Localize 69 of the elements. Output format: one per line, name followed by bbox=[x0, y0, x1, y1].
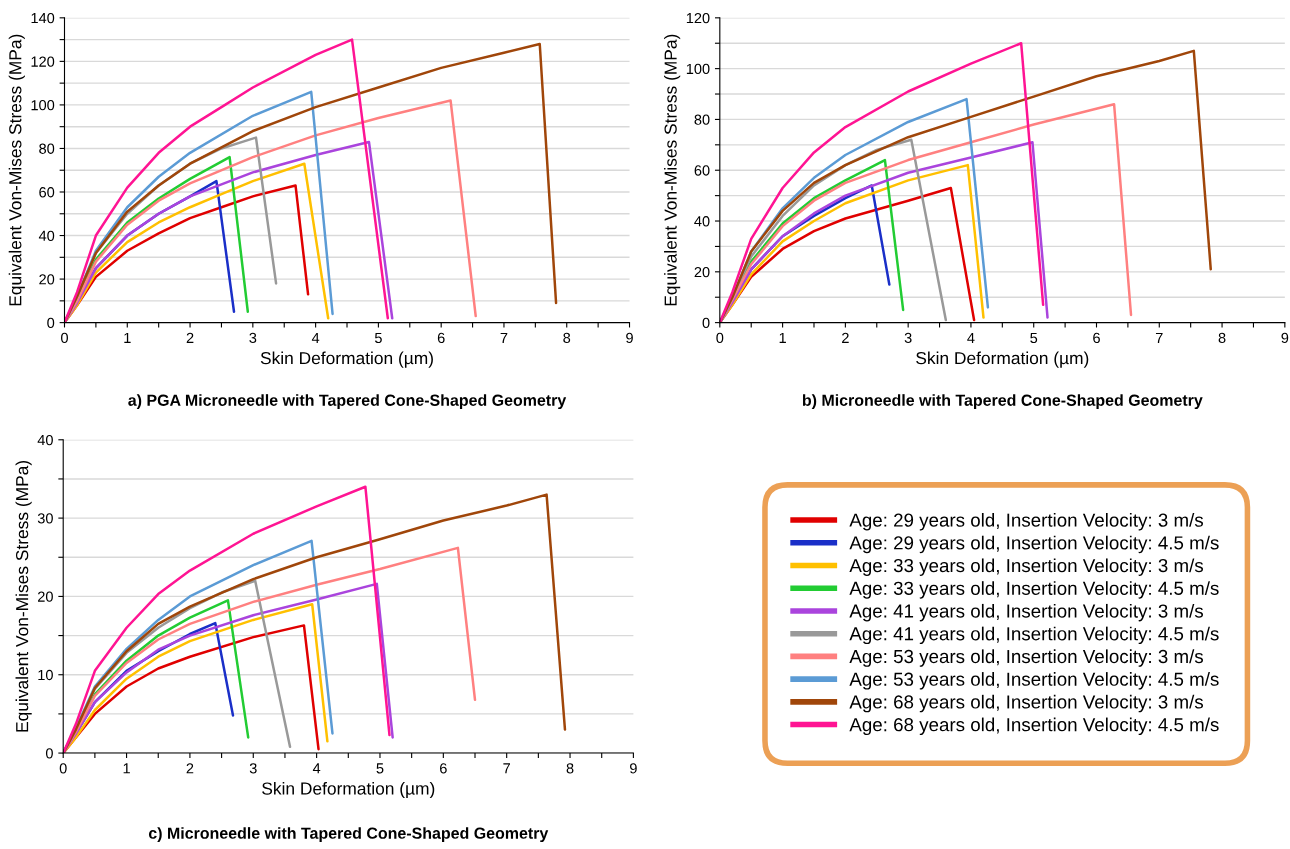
x-tick-label: 9 bbox=[1281, 332, 1289, 344]
legend-label: Age: 68 years old, Insertion Velocity: 4.5 m/s bbox=[849, 717, 1219, 736]
y-tick-label: 0 bbox=[45, 748, 53, 759]
y-tick-label: 30 bbox=[37, 513, 53, 524]
legend-label: Age: 68 years old, Insertion Velocity: 3 m/s bbox=[849, 694, 1204, 713]
y-tick-label: 60 bbox=[694, 165, 710, 176]
x-tick-label: 1 bbox=[123, 763, 130, 774]
x-tick-label: 0 bbox=[59, 763, 67, 774]
y-axis-title: Equivalent Von-Mises Stress (MPa) bbox=[15, 460, 32, 732]
text: c) Microneedle with Tapered Cone-Shaped Geometry bbox=[148, 827, 549, 843]
y-tick-label: 20 bbox=[694, 266, 710, 278]
text: a) PGA Microneedle with Tapered Cone-Shaped Geometry bbox=[128, 394, 567, 410]
x-tick-label: 1 bbox=[779, 332, 786, 343]
x-tick-label: 4 bbox=[967, 332, 975, 343]
x-axis-title: Skin Deformation (µm) bbox=[262, 781, 435, 799]
x-tick-label: 8 bbox=[566, 763, 574, 774]
x-tick-label: 3 bbox=[249, 332, 257, 344]
y-tick-label: 10 bbox=[38, 669, 53, 681]
y-axis-title: Equivalent Von-Mises Stress (MPa) bbox=[8, 34, 25, 306]
x-tick-label: 4 bbox=[311, 332, 320, 343]
legend-label: Age: 41 years old, Insertion Velocity: 3 m/s bbox=[849, 603, 1204, 622]
x-tick-label: 3 bbox=[249, 763, 257, 774]
x-tick-label: 5 bbox=[376, 763, 384, 774]
legend-label: Age: 41 years old, Insertion Velocity: 4.5 m/s bbox=[849, 626, 1219, 645]
legend-label: Age: 33 years old, Insertion Velocity: 4.5 m/s bbox=[849, 581, 1219, 599]
y-tick-label: 20 bbox=[39, 274, 55, 285]
x-tick-label: 0 bbox=[61, 332, 68, 344]
x-tick-label: 6 bbox=[440, 763, 447, 774]
y-tick-label: 80 bbox=[39, 143, 55, 154]
x-tick-label: 5 bbox=[1030, 332, 1038, 344]
legend-label: Age: 33 years old, Insertion Velocity: 3 m/s bbox=[849, 558, 1204, 576]
y-tick-label: 100 bbox=[686, 63, 710, 75]
y-tick-label: 120 bbox=[31, 56, 55, 67]
x-tick-label: 4 bbox=[312, 763, 321, 774]
x-tick-label: 7 bbox=[1155, 332, 1163, 343]
legend-label: Age: 53 years old, Insertion Velocity: 4.5 m/s bbox=[849, 672, 1219, 690]
x-tick-label: 2 bbox=[842, 332, 849, 343]
legend-label: Age: 29 years old, Insertion Velocity: 4.5 m/s bbox=[849, 535, 1219, 554]
x-tick-label: 8 bbox=[563, 332, 571, 344]
y-tick-label: 140 bbox=[31, 12, 55, 24]
x-tick-label: 5 bbox=[374, 332, 382, 344]
y-tick-label: 40 bbox=[38, 230, 55, 241]
y-tick-label: 120 bbox=[686, 12, 710, 24]
x-tick-label: 6 bbox=[1093, 332, 1100, 344]
y-tick-label: 40 bbox=[694, 216, 710, 227]
x-tick-label: 3 bbox=[904, 332, 912, 344]
y-tick-label: 0 bbox=[702, 317, 710, 329]
legend-label: Age: 29 years old, Insertion Velocity: 3 m/s bbox=[849, 513, 1204, 531]
x-axis-title: Skin Deformation (µm) bbox=[916, 351, 1089, 368]
x-tick-label: 2 bbox=[186, 332, 194, 343]
x-tick-label: 9 bbox=[626, 332, 633, 344]
y-axis-title: Equivalent Von-Mises Stress (MPa) bbox=[664, 34, 681, 306]
x-axis-title: Skin Deformation (µm) bbox=[260, 351, 433, 368]
x-tick-label: 0 bbox=[716, 332, 724, 344]
y-tick-label: 0 bbox=[47, 317, 55, 329]
y-tick-label: 20 bbox=[38, 591, 53, 602]
y-tick-label: 60 bbox=[39, 187, 55, 198]
x-tick-label: 7 bbox=[500, 332, 508, 343]
x-tick-label: 7 bbox=[503, 763, 511, 774]
y-tick-label: 100 bbox=[31, 100, 55, 111]
y-tick-label: 40 bbox=[37, 434, 53, 446]
x-tick-label: 9 bbox=[630, 763, 637, 774]
x-tick-label: 6 bbox=[437, 332, 445, 344]
y-tick-label: 80 bbox=[694, 114, 710, 125]
x-tick-label: 2 bbox=[186, 763, 194, 774]
text: b) Microneedle with Tapered Cone-Shaped Geometry bbox=[802, 394, 1203, 410]
legend-label: Age: 53 years old, Insertion Velocity: 3 m/s bbox=[849, 649, 1204, 667]
x-tick-label: 1 bbox=[124, 332, 131, 343]
x-tick-label: 8 bbox=[1218, 332, 1226, 344]
